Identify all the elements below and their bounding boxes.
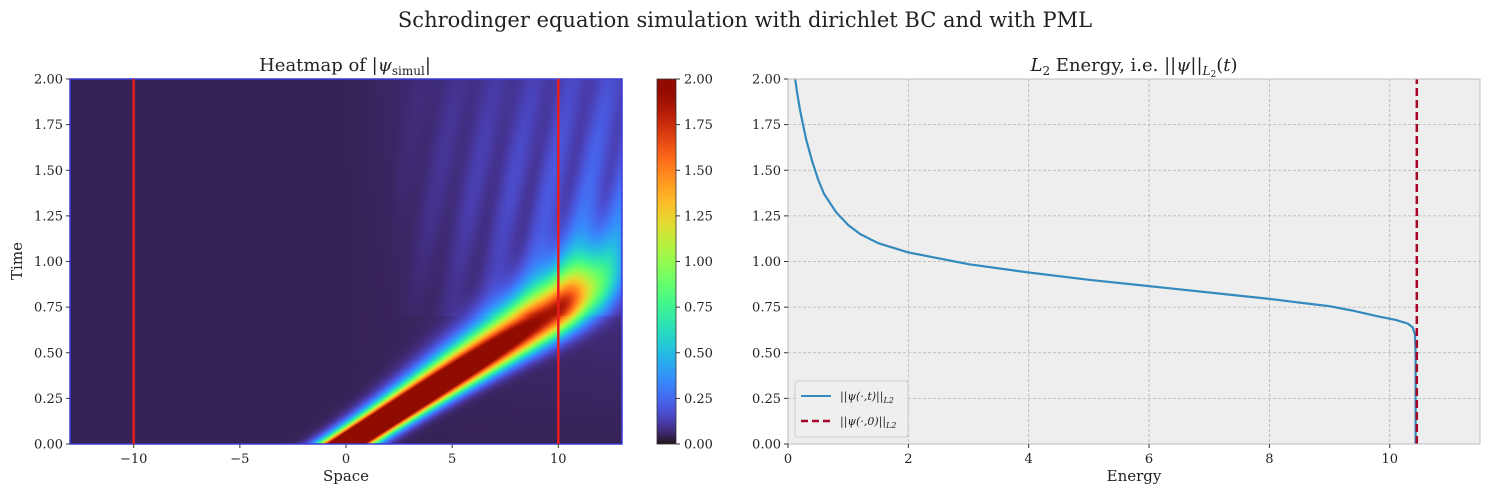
colorbar-tick-label: 0.00: [684, 438, 713, 453]
colorbar: 0.00 0.25 0.50 0.75 1.00 1.25 1.50 1.75 2.00: [656, 73, 713, 453]
heatmap-y-tick-label: 1.75: [34, 118, 63, 133]
colorbar-tick-label: 0.75: [684, 301, 713, 316]
heatmap-y-tick-label: 1.00: [34, 255, 63, 270]
heatmap-y-tick-label: 1.50: [34, 164, 63, 179]
heatmap-x-tick-label: −5: [230, 452, 249, 467]
energy-panel: L2 Energy, i.e. ||ψ||L2(t) 0 2 4 6 8 10 0.000…: [752, 55, 1481, 485]
colorbar-tick-label: 1.00: [684, 255, 713, 270]
energy-series: [794, 78, 1419, 444]
heatmap-y-tick-label: 0.50: [34, 346, 63, 361]
heatmap-x-tick-label: −10: [120, 452, 147, 467]
energy-y-tick-label: 0.50: [752, 346, 781, 361]
colorbar-tick-label: 1.50: [684, 164, 713, 179]
energy-x-tick-label: 6: [1145, 452, 1153, 467]
heatmap-ylabel: Time: [8, 242, 26, 280]
energy-x-tick-label: 8: [1265, 452, 1273, 467]
colorbar-ticks: 0.00 0.25 0.50 0.75 1.00 1.25 1.50 1.75 2.00: [676, 73, 713, 453]
energy-y-tick-label: 1.75: [752, 118, 781, 133]
energy-y-tick-label: 0.25: [752, 392, 781, 407]
energy-legend: ||ψ(·,t)||L2 ||ψ(·,0)||L2: [794, 380, 909, 438]
energy-y-tick-label: 1.50: [752, 164, 781, 179]
heatmap-y-tick-label: 2.00: [34, 73, 63, 88]
colorbar-raster: [657, 79, 676, 444]
heatmap-x-tick-label: 5: [448, 452, 456, 467]
heatmap-raster: [70, 79, 622, 444]
colorbar-tick-label: 1.75: [684, 118, 713, 133]
heatmap-x-tick-label: 0: [342, 452, 350, 467]
energy-y-tick-label: 2.00: [752, 73, 781, 88]
legend-label-series-1: ||ψ(·,0)||L2: [840, 415, 896, 430]
heatmap-x-ticks: −10 −5 0 5 10: [120, 444, 567, 467]
heatmap-y-tick-label: 1.25: [34, 209, 63, 224]
energy-y-tick-label: 0.00: [752, 438, 781, 453]
legend-label-series-0: ||ψ(·,t)||L2: [840, 390, 894, 405]
energy-x-tick-label: 10: [1381, 452, 1398, 467]
energy-x-ticks: 0 2 4 6 8 10: [784, 444, 1398, 467]
suptitle: Schrodinger equation simulation with dir…: [398, 8, 1092, 32]
energy-series-0-line: [794, 78, 1417, 444]
heatmap-y-ticks: 0.00 0.25 0.50 0.75 1.00 1.25 1.50 1.75 2.00: [34, 73, 70, 453]
energy-y-tick-label: 1.00: [752, 255, 781, 270]
heatmap-y-tick-label: 0.25: [34, 392, 63, 407]
heatmap-x-tick-label: 10: [550, 452, 567, 467]
heatmap-xlabel: Space: [323, 467, 369, 485]
energy-x-tick-label: 2: [904, 452, 912, 467]
energy-y-tick-label: 1.25: [752, 209, 781, 224]
colorbar-tick-label: 0.50: [684, 346, 713, 361]
colorbar-tick-label: 1.25: [684, 209, 713, 224]
energy-x-tick-label: 0: [784, 452, 792, 467]
energy-y-tick-label: 0.75: [752, 301, 781, 316]
heatmap-y-tick-label: 0.00: [34, 438, 63, 453]
energy-x-tick-label: 4: [1025, 452, 1033, 467]
energy-y-ticks: 0.00 0.25 0.50 0.75 1.00 1.25 1.50 1.75 2.00: [752, 73, 788, 453]
colorbar-tick-label: 2.00: [684, 73, 713, 88]
heatmap-title: Heatmap of |ψsimul|: [259, 55, 431, 78]
heatmap-vlines: [132, 79, 560, 444]
heatmap-y-tick-label: 0.75: [34, 301, 63, 316]
energy-title: L2 Energy, i.e. ||ψ||L2(t): [1029, 55, 1237, 80]
heatmap-panel: Heatmap of |ψsimul| −10 −5 0 5 10 0.000.250.…: [8, 55, 623, 485]
energy-xlabel: Energy: [1107, 467, 1162, 485]
colorbar-tick-label: 0.25: [684, 392, 713, 407]
